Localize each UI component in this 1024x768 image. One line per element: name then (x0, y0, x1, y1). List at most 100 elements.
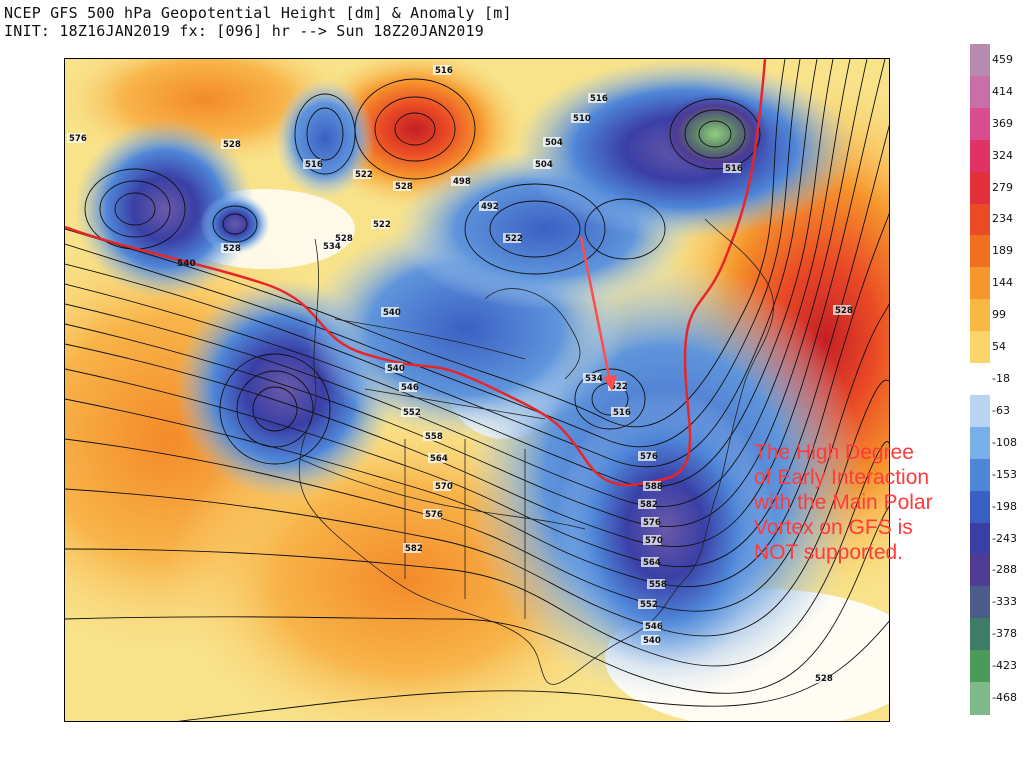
contour-label: 516 (725, 164, 743, 174)
colorbar-swatch (970, 203, 990, 237)
contour-label-bg (571, 113, 589, 123)
colorbar-swatch (970, 235, 990, 269)
colorbar-label: 144 (992, 276, 1013, 290)
colorbar-swatch (970, 426, 990, 460)
colorbar-swatch (970, 107, 990, 141)
colorbar-label: -18 (992, 372, 1010, 385)
reference-540-line (65, 59, 767, 487)
contour-label: 516 (305, 160, 323, 170)
contour-label-bg (643, 481, 661, 491)
contour-label-bg (433, 481, 451, 491)
contour-label: 576 (69, 134, 87, 144)
colorbar-swatch (970, 650, 990, 684)
trough-core-east (555, 389, 775, 669)
colorbar-swatch (970, 618, 990, 652)
colorbar-swatch (970, 586, 990, 620)
contour-label-bg (371, 219, 389, 229)
contour-label: 576 (643, 518, 661, 528)
trough-aleutian (75, 119, 255, 299)
colorbar-label: -468 (992, 691, 1017, 705)
colorbar-label: 189 (992, 244, 1013, 258)
contour-label: 528 (223, 140, 241, 150)
reference-line-label: 540 (177, 259, 196, 269)
contour-label: 516 (435, 66, 453, 76)
contour-label-bg (221, 243, 239, 253)
contour-label: 516 (590, 94, 608, 104)
contour-label: 570 (435, 482, 453, 492)
colorbar-swatch (970, 44, 990, 77)
contour-label-bg (608, 381, 626, 391)
contour-label-bg (67, 133, 85, 143)
contour-label: 552 (403, 408, 421, 418)
contour-label-bg (588, 93, 606, 103)
contour-label-bg (403, 543, 421, 553)
colorbar-swatch (970, 682, 990, 715)
contour-label: 558 (425, 432, 443, 442)
contour-label-bg (638, 451, 656, 461)
contour-label-bg (643, 535, 661, 545)
annotation-line-2: of Early Interaction (754, 466, 930, 489)
contour-label: 588 (645, 482, 663, 492)
contour-label-bg (423, 509, 441, 519)
contour-label-bg (221, 139, 239, 149)
contour-label: 564 (643, 558, 661, 568)
contour-label: 516 (613, 408, 631, 418)
contour-label-bg (423, 431, 441, 441)
contour-label-bg (321, 241, 339, 251)
colorbar-label: -108 (992, 435, 1017, 449)
contour-label-bg (479, 201, 497, 211)
contour-label: 504 (535, 160, 553, 170)
contour-label: 564 (430, 454, 448, 464)
contour-label-bg (451, 176, 469, 186)
contour-label: 528 (815, 674, 833, 684)
contour-label-bg (611, 407, 629, 417)
vortex-core (660, 94, 770, 174)
colorbar-swatch (970, 458, 990, 492)
annotation-line-3: with the Main Polar (754, 491, 933, 514)
contour-label-bg (533, 159, 551, 169)
colorbar-label: -243 (992, 531, 1017, 545)
contour-label: 528 (835, 306, 853, 316)
colorbar-swatch (970, 75, 990, 109)
contour-label-bg (638, 599, 656, 609)
contour-label: 540 (383, 308, 401, 318)
contour-label-bg (303, 159, 321, 169)
colorbar-label: -153 (992, 467, 1017, 481)
colorbar-swatch (970, 171, 990, 205)
contour-label: 570 (645, 536, 663, 546)
colorbar-swatch (970, 267, 990, 301)
colorbar-label: 459 (992, 52, 1013, 66)
contour-label-bg (833, 305, 851, 315)
contour-label-bg (723, 163, 741, 173)
colorbar-label: -378 (992, 627, 1017, 641)
contour-label-bg (401, 407, 419, 417)
contour-label: 582 (405, 544, 423, 554)
contour-label-bg (333, 233, 351, 243)
contour-label-bg (641, 557, 659, 567)
contour-label: 558 (649, 580, 667, 590)
colorbar-swatch (970, 522, 990, 556)
colorbar-swatch (970, 331, 990, 365)
contour-label: 522 (610, 382, 628, 392)
contour-label: 534 (323, 242, 341, 252)
contour-label-bg (641, 635, 659, 645)
contour-label-bg (647, 579, 665, 589)
contour-label: 576 (640, 452, 658, 462)
colorbar-label: -423 (992, 659, 1017, 673)
contour-label-bg (393, 181, 411, 191)
contour-label: 522 (355, 170, 373, 180)
contour-label: 522 (505, 234, 523, 244)
contour-label-bg (433, 65, 451, 75)
colorbar-swatch (970, 490, 990, 524)
colorbar-label: -63 (992, 403, 1010, 417)
contour-label-bg (399, 382, 417, 392)
interaction-arrow (579, 236, 617, 391)
contour-label-bg (353, 169, 371, 179)
contour-label-bg (643, 621, 661, 631)
contour-label-bg (428, 453, 446, 463)
contour-label-bg (638, 499, 656, 509)
colorbar-label: 369 (992, 116, 1013, 130)
weather-map: 540 516 516 510 504 516 528 516 522 528 498 492 504… (64, 58, 890, 722)
contour-label: 534 (585, 374, 603, 384)
colorbar-label: 234 (992, 212, 1013, 226)
